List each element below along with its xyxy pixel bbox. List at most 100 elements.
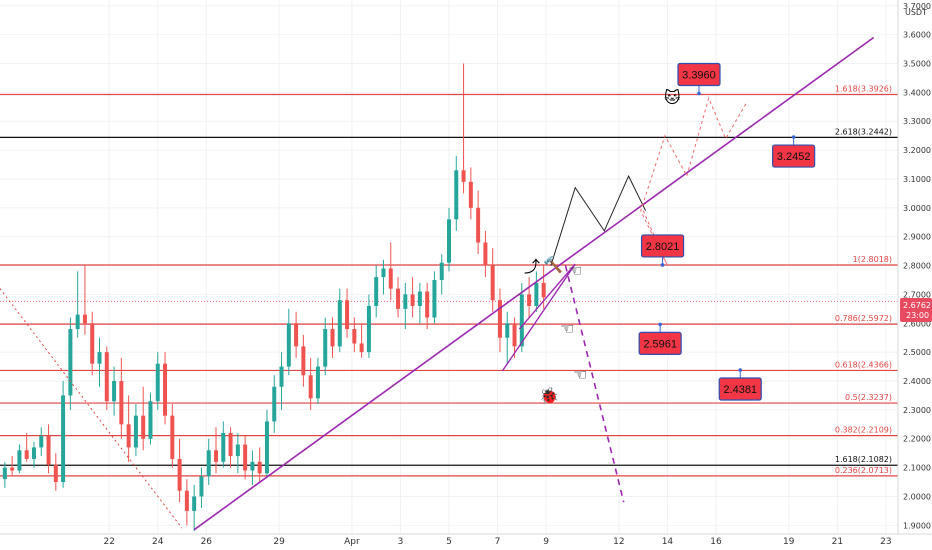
candle-body[interactable] — [279, 366, 284, 387]
candle-body[interactable] — [68, 329, 73, 396]
candle-body[interactable] — [388, 268, 393, 289]
candle[interactable] — [410, 277, 415, 318]
candle[interactable] — [264, 409, 269, 477]
candle-body[interactable] — [184, 490, 189, 511]
candle-body[interactable] — [374, 277, 379, 306]
candle[interactable] — [214, 427, 219, 474]
candle-body[interactable] — [192, 496, 197, 511]
candle[interactable] — [257, 447, 262, 483]
candle[interactable] — [505, 311, 510, 364]
candle-body[interactable] — [177, 458, 182, 491]
candle[interactable] — [68, 317, 73, 410]
candle[interactable] — [417, 282, 422, 324]
candle[interactable] — [381, 259, 386, 295]
candle-body[interactable] — [337, 300, 342, 347]
candle-body[interactable] — [490, 265, 495, 301]
candle-body[interactable] — [235, 444, 240, 457]
candle[interactable] — [301, 334, 306, 387]
candle[interactable] — [141, 386, 146, 451]
candle[interactable] — [279, 352, 284, 410]
candle[interactable] — [2, 461, 7, 488]
time-axis[interactable]: 22 24 26 29 Apr 3 5 7 9 12 14 16 19 21 23 — [0, 533, 932, 547]
candle-body[interactable] — [2, 467, 7, 480]
price-axis[interactable]: USDT 1.9000 2.0000 2.1000 2.2000 2.3000 2.400… — [897, 0, 931, 534]
candle-body[interactable] — [148, 401, 153, 439]
bearish-projection[interactable] — [564, 265, 625, 503]
candle-body[interactable] — [163, 363, 168, 416]
candle-body[interactable] — [119, 381, 124, 425]
candle-body[interactable] — [461, 170, 466, 182]
candle[interactable] — [163, 352, 168, 425]
candle-body[interactable] — [250, 461, 255, 471]
candle-body[interactable] — [286, 323, 291, 367]
candle[interactable] — [133, 404, 138, 457]
candle[interactable] — [97, 337, 102, 387]
candle[interactable] — [396, 277, 401, 318]
candle-body[interactable] — [97, 352, 102, 364]
candle-body[interactable] — [53, 464, 58, 483]
candle-body[interactable] — [519, 294, 524, 347]
candle[interactable] — [53, 453, 58, 491]
rising-wedge[interactable] — [501, 263, 576, 372]
candle[interactable] — [366, 294, 371, 358]
target-box[interactable]: 3.2452 — [772, 135, 816, 168]
candle[interactable] — [483, 230, 488, 278]
candle-body[interactable] — [432, 279, 437, 318]
candle[interactable] — [497, 288, 502, 353]
candle-body[interactable] — [112, 381, 117, 402]
candle[interactable] — [228, 427, 233, 468]
target-box[interactable]: 2.8021 — [640, 234, 685, 267]
candle[interactable] — [17, 444, 22, 474]
candle-body[interactable] — [61, 395, 66, 483]
candle-body[interactable] — [396, 288, 401, 309]
candle-body[interactable] — [170, 415, 175, 459]
candle[interactable] — [112, 366, 117, 416]
candle-body[interactable] — [366, 305, 371, 353]
candle[interactable] — [206, 438, 211, 485]
candle-body[interactable] — [206, 450, 211, 477]
candle[interactable] — [177, 438, 182, 503]
candle[interactable] — [184, 479, 189, 526]
candle[interactable] — [75, 271, 80, 338]
candle[interactable] — [439, 254, 444, 295]
candle-body[interactable] — [228, 432, 233, 457]
dotted-trendline[interactable] — [0, 288, 183, 529]
candle-body[interactable] — [483, 242, 488, 266]
candle-body[interactable] — [323, 329, 328, 367]
ascending-trendline[interactable] — [193, 36, 875, 531]
candle[interactable] — [425, 282, 430, 330]
candle[interactable] — [323, 317, 328, 376]
candle[interactable] — [104, 346, 109, 410]
candle-body[interactable] — [417, 291, 422, 306]
candle-body[interactable] — [155, 363, 160, 402]
candle[interactable] — [352, 317, 357, 353]
candle[interactable] — [476, 190, 481, 255]
candle[interactable] — [468, 167, 473, 220]
candle-body[interactable] — [352, 329, 357, 344]
candle[interactable] — [447, 207, 451, 272]
candle[interactable] — [519, 282, 524, 353]
candle[interactable] — [82, 265, 87, 335]
candle-body[interactable] — [75, 314, 80, 330]
candle-body[interactable] — [133, 415, 138, 448]
candle-body[interactable] — [505, 323, 510, 338]
candle[interactable] — [527, 277, 532, 318]
target-boxes[interactable]: 3.3960 3.2452 2.8021 2.5961 2.4381 — [638, 62, 816, 401]
candle[interactable] — [39, 427, 44, 457]
candle-body[interactable] — [534, 282, 539, 306]
candle-body[interactable] — [476, 207, 481, 243]
candle[interactable] — [490, 248, 495, 312]
candle-body[interactable] — [294, 323, 299, 347]
candle[interactable] — [250, 450, 255, 485]
candle-body[interactable] — [82, 314, 87, 324]
candle-body[interactable] — [90, 323, 95, 364]
candle[interactable] — [315, 357, 320, 405]
candle[interactable] — [294, 311, 299, 358]
candle-body[interactable] — [315, 366, 320, 399]
candle-body[interactable] — [10, 467, 15, 471]
candle-body[interactable] — [31, 447, 36, 459]
candle-body[interactable] — [39, 435, 44, 448]
candle-body[interactable] — [272, 386, 277, 422]
candle-body[interactable] — [46, 435, 51, 465]
